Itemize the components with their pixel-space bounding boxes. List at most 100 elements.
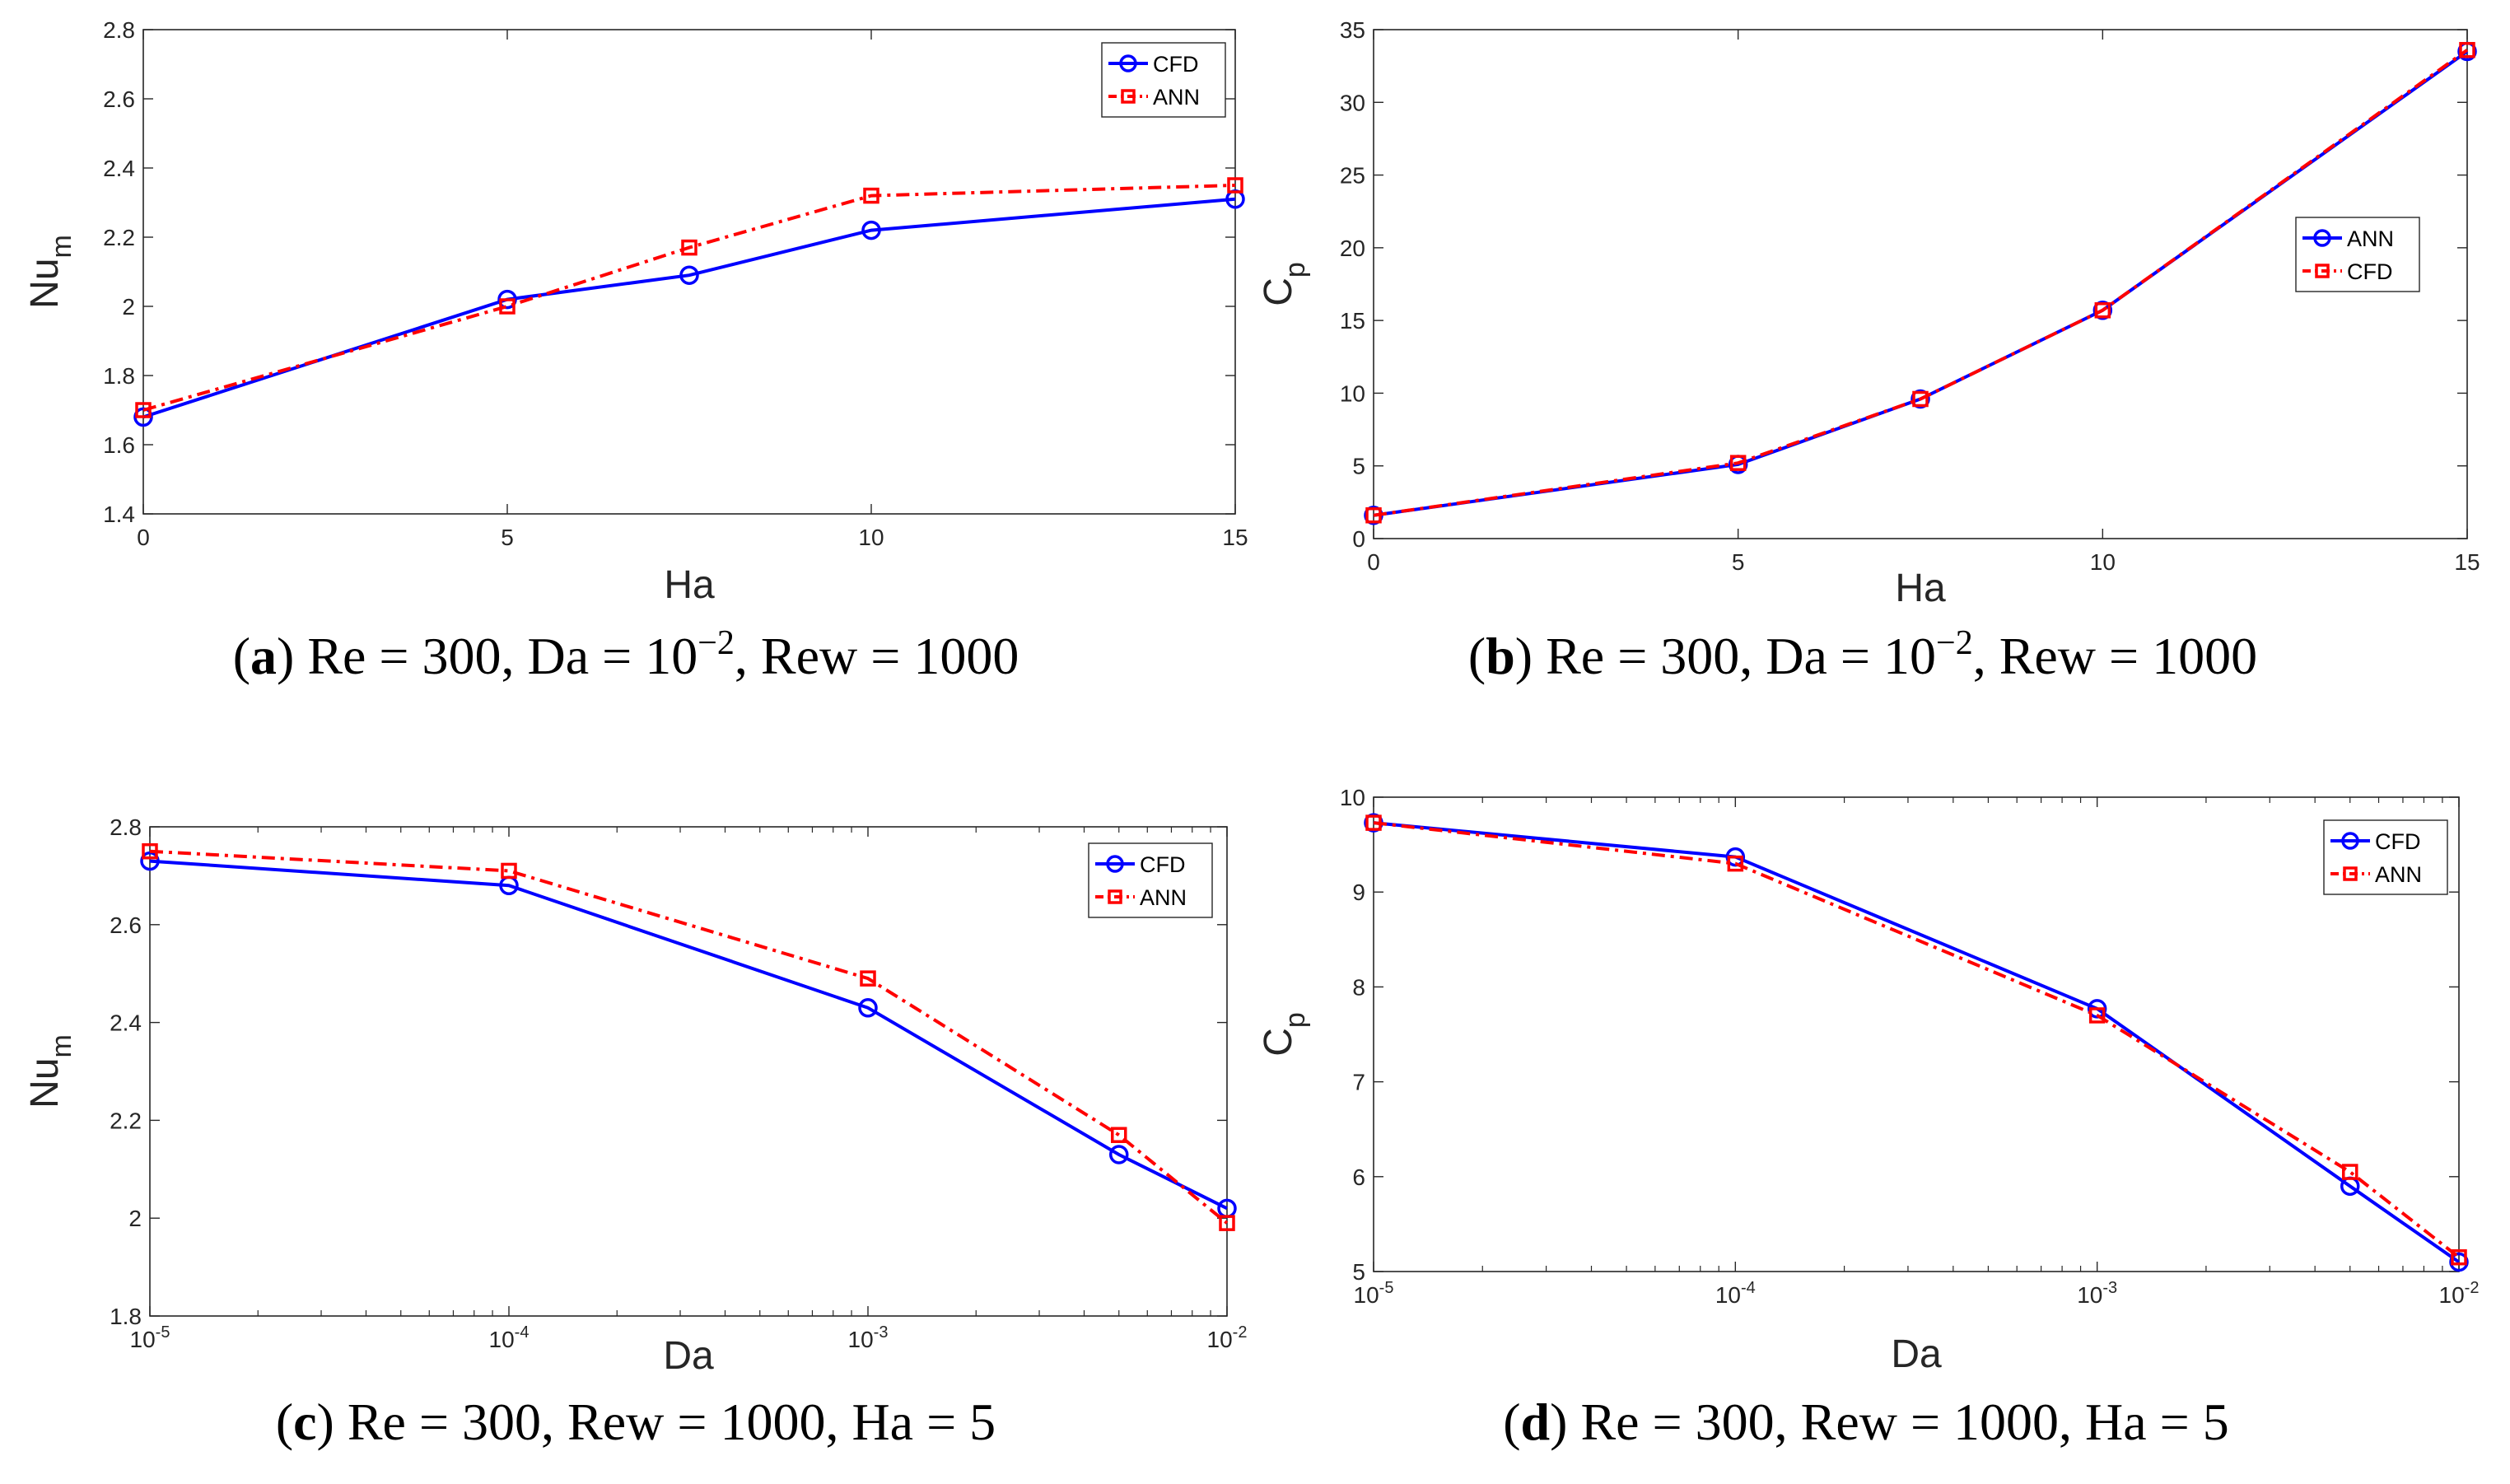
panel-caption: (c) Re = 300, Rew = 1000, Ha = 5 [276,1393,996,1451]
data-point-ann [2088,1007,2106,1024]
data-point-cfd [679,265,699,285]
y-tick-label: 35 [1340,17,1365,43]
x-tick-label: 10-4 [489,1323,530,1352]
legend-box [1101,42,1226,118]
data-point-cfd [1912,390,1929,408]
y-tick-label: 30 [1340,90,1365,115]
plot-area [1373,796,2460,1272]
legend-marker [2341,832,2359,850]
legend-marker [1106,855,1124,873]
data-point-cfd [1109,1145,1129,1164]
data-point-ann [1727,855,1744,872]
x-tick-label: 10-2 [2439,1279,2480,1308]
y-tick-label: 9 [1352,880,1365,905]
y-tick-label: 0 [1352,526,1365,552]
plot-area [1373,29,2468,539]
x-tick-label: 10-3 [848,1323,889,1352]
y-tick-label: 2 [128,1206,142,1231]
series-line-cfd [1373,49,2469,517]
y-tick-label: 5 [1352,454,1365,479]
data-point-ann [1219,1215,1235,1231]
data-point-cfd [497,289,517,310]
panel-a: 1.4 1.6 1.8 2 2.2 2.4 2.6 2.8 0 5 10 15 Ha Num CFD ANN (… [23,17,1248,685]
y-tick-label: 2.8 [103,17,135,43]
legend-box [2323,819,2448,895]
y-tick-label: 6 [1352,1164,1365,1190]
data-point-ann [681,239,697,256]
panel-d: 5 6 7 8 9 10 10-5 10-4 10-3 10-2 Da Cp CFD ANN (d) Re … [1257,785,2479,1451]
data-point-ann [499,298,516,315]
legend-label: CFD [2375,829,2421,854]
y-tick-label: 7 [1352,1070,1365,1095]
x-tick-label: 10-5 [1354,1279,1394,1308]
y-tick-label: 25 [1340,163,1365,189]
y-tick-label: 10 [1340,380,1365,406]
y-axis-label: Cp [1257,1012,1311,1057]
x-axis-label: Ha [1895,567,1946,610]
y-tick-label: 2.6 [103,86,135,112]
panel-caption: (d) Re = 300, Rew = 1000, Ha = 5 [1503,1393,2229,1451]
x-tick-label: 10 [858,525,884,550]
y-tick-label: 1.4 [103,502,135,527]
data-point-ann [2451,1248,2467,1266]
plot-area [142,29,1236,515]
y-tick-label: 2.2 [103,225,135,250]
y-tick-label: 5 [1352,1259,1365,1285]
y-tick-label: 20 [1340,236,1365,261]
x-tick-label: 15 [2454,549,2480,575]
x-tick-label: 10-4 [1715,1279,1756,1308]
data-point-ann [863,187,879,204]
data-point-ann [1111,1127,1127,1143]
x-tick-label: 15 [1222,525,1248,550]
data-point-cfd [2094,302,2111,319]
data-point-cfd [858,998,878,1018]
y-tick-label: 2.4 [103,156,135,181]
data-point-ann [860,970,876,987]
y-tick-label: 15 [1340,308,1365,334]
series-line-ann [1373,821,2461,1259]
legend-label: CFD [1153,52,1199,77]
panel-c: 1.8 2 2.2 2.4 2.6 2.8 10-5 10-4 10-3 10-2 Da Num CFD… [23,814,1247,1451]
x-axis-label: Ha [664,563,715,607]
legend-marker [2315,264,2330,278]
data-point-ann [2092,301,2113,320]
data-point-ann [501,862,517,880]
data-point-ann [142,842,158,860]
legend-label: ANN [1140,885,1187,910]
y-axis-label: Num [23,235,77,309]
y-tick-label: 2.2 [110,1108,142,1133]
panel-b: 0 5 10 15 20 25 30 35 0 5 10 15 Ha Cp ANN CFD (b) Re = 3… [1257,17,2480,685]
series-line-ann [149,849,1229,1225]
data-point-ann [2341,1164,2358,1180]
x-tick-label: 10-2 [1207,1323,1248,1352]
legend-marker [2313,229,2331,247]
data-point-cfd [1365,506,1382,524]
legend-marker [2343,866,2358,881]
y-tick-label: 10 [1340,785,1365,810]
panel-caption: (b) Re = 300, Da = 10−2, Rew = 1000 [1468,624,2257,685]
legend-label: ANN [2347,226,2394,251]
x-tick-label: 10 [2090,549,2116,575]
x-tick-label: 5 [1732,549,1745,575]
legend-label: CFD [1140,852,1186,877]
y-tick-label: 2.6 [110,912,142,938]
series-line-cfd [142,197,1236,419]
series-line-cfd [149,859,1228,1211]
legend-label: CFD [2347,259,2393,284]
x-tick-label: 0 [1367,549,1380,575]
data-point-cfd [2449,1252,2469,1272]
data-point-ann [1227,177,1243,194]
x-axis-label: Da [663,1334,714,1378]
y-tick-label: 2.8 [110,814,142,840]
series-line-ann [142,184,1236,412]
legend-label: ANN [1153,85,1200,110]
y-tick-label: 1.8 [103,363,135,389]
y-tick-label: 8 [1352,974,1365,1000]
legend-box [2295,217,2420,292]
x-tick-label: 10-5 [130,1323,170,1352]
y-tick-label: 1.6 [103,432,135,458]
y-axis-label: Num [23,1034,77,1108]
plot-area [149,826,1228,1317]
legend-label: ANN [2375,862,2422,887]
